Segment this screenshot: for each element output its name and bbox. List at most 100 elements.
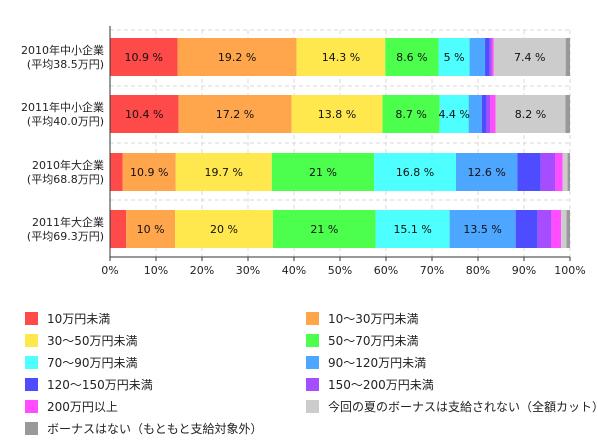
x-tick-label: 20% [190, 264, 214, 277]
legend-swatch [306, 312, 319, 325]
bar-segment [469, 38, 486, 76]
bar-segments [110, 38, 570, 248]
bar-segment [566, 210, 570, 248]
bar-segment [178, 95, 292, 133]
bar-segment [439, 95, 469, 133]
legend-label: 10〜30万円未満 [328, 312, 419, 326]
bar-segment [481, 95, 487, 133]
legend-label: 70〜90万円未満 [47, 356, 138, 370]
bar-segment [175, 153, 272, 191]
axes: 0% 10% 20% 30% 40% 50% 60% 70% 80% 90% 100% 2010年中小… [21, 26, 586, 277]
legend-swatch [25, 400, 38, 413]
bar-segment [565, 95, 570, 133]
data-label: 15.1 % [393, 223, 431, 236]
bar-segment [493, 38, 566, 76]
bar-segment [177, 38, 297, 76]
category-label: 2010年中小企業 [21, 43, 104, 57]
bar-segment [540, 153, 556, 191]
bar-segment [271, 153, 375, 191]
bar-segment [485, 38, 490, 76]
bar-segment [110, 210, 127, 248]
bar-segment [489, 38, 492, 76]
data-label: 10.4 % [125, 108, 163, 121]
x-tick-label: 30% [236, 264, 260, 277]
category-sublabel: (平均38.5万円) [27, 58, 104, 71]
bar-segment [110, 38, 178, 76]
x-tick-label: 60% [374, 264, 398, 277]
legend-swatch [25, 334, 38, 347]
data-label: 8.2 % [515, 108, 546, 121]
data-label: 21 % [310, 223, 338, 236]
bar-segment [551, 210, 562, 248]
bar-segment [374, 153, 456, 191]
data-label: 16.8 % [396, 166, 434, 179]
bar-segment [126, 210, 176, 248]
legend-label: 200万円以上 [47, 400, 118, 414]
legend-swatch [306, 356, 319, 369]
bar-segment [455, 153, 518, 191]
bar-segment [122, 153, 176, 191]
bar-segment [491, 38, 494, 76]
data-label: 13.5 % [463, 223, 501, 236]
category-label: 2010年大企業 [32, 158, 104, 172]
data-label: 17.2 % [216, 108, 254, 121]
bar-segment [385, 38, 439, 76]
x-tick-label: 80% [466, 264, 490, 277]
bar-segment [562, 153, 568, 191]
data-label: 4.4 % [438, 108, 469, 121]
bar-segment [515, 210, 538, 248]
x-tick-label: 10% [144, 264, 168, 277]
x-tick-label: 0% [101, 264, 118, 277]
data-label: 10.9 % [130, 166, 168, 179]
x-tick-label: 50% [328, 264, 352, 277]
bar-segment [567, 153, 570, 191]
bar-segment [490, 95, 496, 133]
bar-segment [561, 210, 567, 248]
bar-segment [565, 38, 570, 76]
x-tick-label: 100% [554, 264, 585, 277]
legend-swatch [25, 356, 38, 369]
data-label: 10 % [137, 223, 165, 236]
data-label: 8.6 % [396, 51, 427, 64]
bar-segment [537, 210, 552, 248]
bar-segment [175, 210, 273, 248]
legend-swatch [306, 378, 319, 391]
bar-segment [555, 153, 563, 191]
data-label: 19.7 % [205, 166, 243, 179]
bar-segment [486, 95, 491, 133]
legend-swatch [306, 400, 319, 413]
bar-segment [110, 153, 123, 191]
data-labels: 10.9 % 19.2 % 14.3 % 8.6 % 5 % 7.4 % 10.4 % 17.… [125, 51, 547, 236]
x-tick-label: 40% [282, 264, 306, 277]
legend: 10万円未満 10〜30万円未満 30〜50万円未満 50〜70万円未満 70〜90万円… [25, 312, 598, 436]
data-label: 14.3 % [322, 51, 360, 64]
legend-label: ボーナスはない（もともと支給対象外） [47, 422, 263, 436]
legend-label: 120〜150万円未満 [47, 378, 153, 392]
legend-label: 50〜70万円未満 [328, 334, 419, 348]
category-label: 2011年中小企業 [21, 100, 104, 114]
category-sublabel: (平均68.8万円) [27, 173, 104, 186]
bar-segment [291, 95, 383, 133]
bar-segment [296, 38, 386, 76]
legend-label: 90〜120万円未満 [328, 356, 426, 370]
bar-segment [375, 210, 450, 248]
category-sublabel: (平均40.0万円) [27, 115, 104, 128]
x-tick-label: 90% [512, 264, 536, 277]
data-label: 10.9 % [125, 51, 163, 64]
legend-label: 今回の夏のボーナスは支給されない（全額カット） [328, 399, 598, 414]
data-label: 19.2 % [218, 51, 256, 64]
x-tick-label: 70% [420, 264, 444, 277]
data-label: 12.6 % [467, 166, 505, 179]
bar-segment [272, 210, 376, 248]
bar-segment [495, 95, 566, 133]
bar-segment [517, 153, 541, 191]
bar-segment [438, 38, 470, 76]
legend-label: 150〜200万円未満 [328, 378, 434, 392]
data-label: 5 % [444, 51, 465, 64]
category-sublabel: (平均69.3万円) [27, 230, 104, 243]
legend-label: 10万円未満 [47, 312, 110, 326]
data-label: 21 % [309, 166, 337, 179]
bar-segment [110, 95, 179, 133]
data-label: 20 % [210, 223, 238, 236]
